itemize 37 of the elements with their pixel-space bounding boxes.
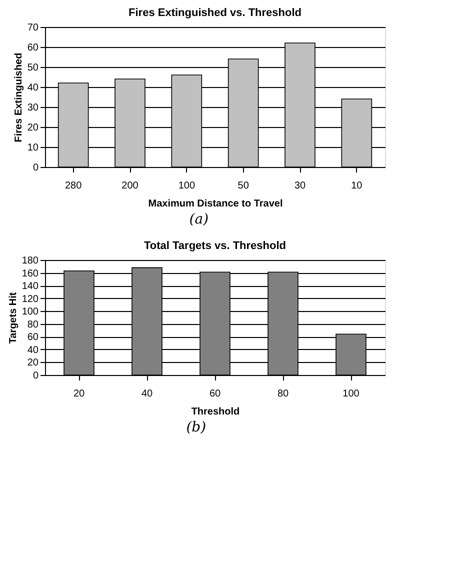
x-tick-label: 50 (238, 180, 250, 192)
y-tick-label: 120 (22, 294, 39, 305)
chart-title: Fires Extinguished vs. Threshold (128, 7, 302, 19)
x-tick-label: 30 (294, 180, 306, 192)
x-tick-label: 40 (141, 388, 153, 400)
y-tick-label: 100 (22, 306, 39, 318)
y-tick-label: 20 (27, 122, 39, 134)
x-axis-title: Threshold (191, 406, 240, 418)
text: (a) (189, 212, 209, 228)
x-tick-label: 200 (122, 180, 139, 192)
x-tick-label: 60 (209, 388, 221, 400)
y-tick-label: 160 (22, 268, 39, 280)
y-tick-label: 70 (27, 22, 39, 34)
y-tick-label: 80 (27, 319, 39, 330)
x-tick-label: 10 (351, 180, 363, 192)
y-tick-label: 40 (27, 344, 39, 356)
y-tick-label: 180 (22, 256, 39, 266)
y-axis-title: Fires Extinguished (13, 52, 24, 142)
text: (b) (186, 420, 206, 436)
y-tick-label: 0 (32, 162, 39, 174)
x-tick-label: 100 (178, 180, 196, 192)
y-tick-label: 60 (27, 42, 39, 54)
y-tick-label: 20 (27, 358, 39, 369)
y-tick-label: 30 (27, 102, 39, 114)
x-axis-title: Maximum Distance to Travel (148, 198, 283, 210)
y-tick-label: 10 (27, 142, 39, 154)
y-tick-label: 40 (27, 82, 39, 94)
y-tick-label: 60 (27, 332, 39, 344)
y-axis-title: Targets Hit (8, 292, 19, 344)
x-tick-label: 20 (73, 388, 85, 400)
chart-title: Total Targets vs. Threshold (144, 240, 286, 252)
y-tick-label: 140 (22, 281, 39, 292)
y-tick-label: 0 (32, 370, 39, 382)
y-tick-label: 50 (27, 62, 39, 74)
x-tick-label: 80 (277, 388, 289, 400)
x-tick-label: 100 (342, 388, 360, 400)
x-tick-label: 280 (64, 180, 82, 192)
